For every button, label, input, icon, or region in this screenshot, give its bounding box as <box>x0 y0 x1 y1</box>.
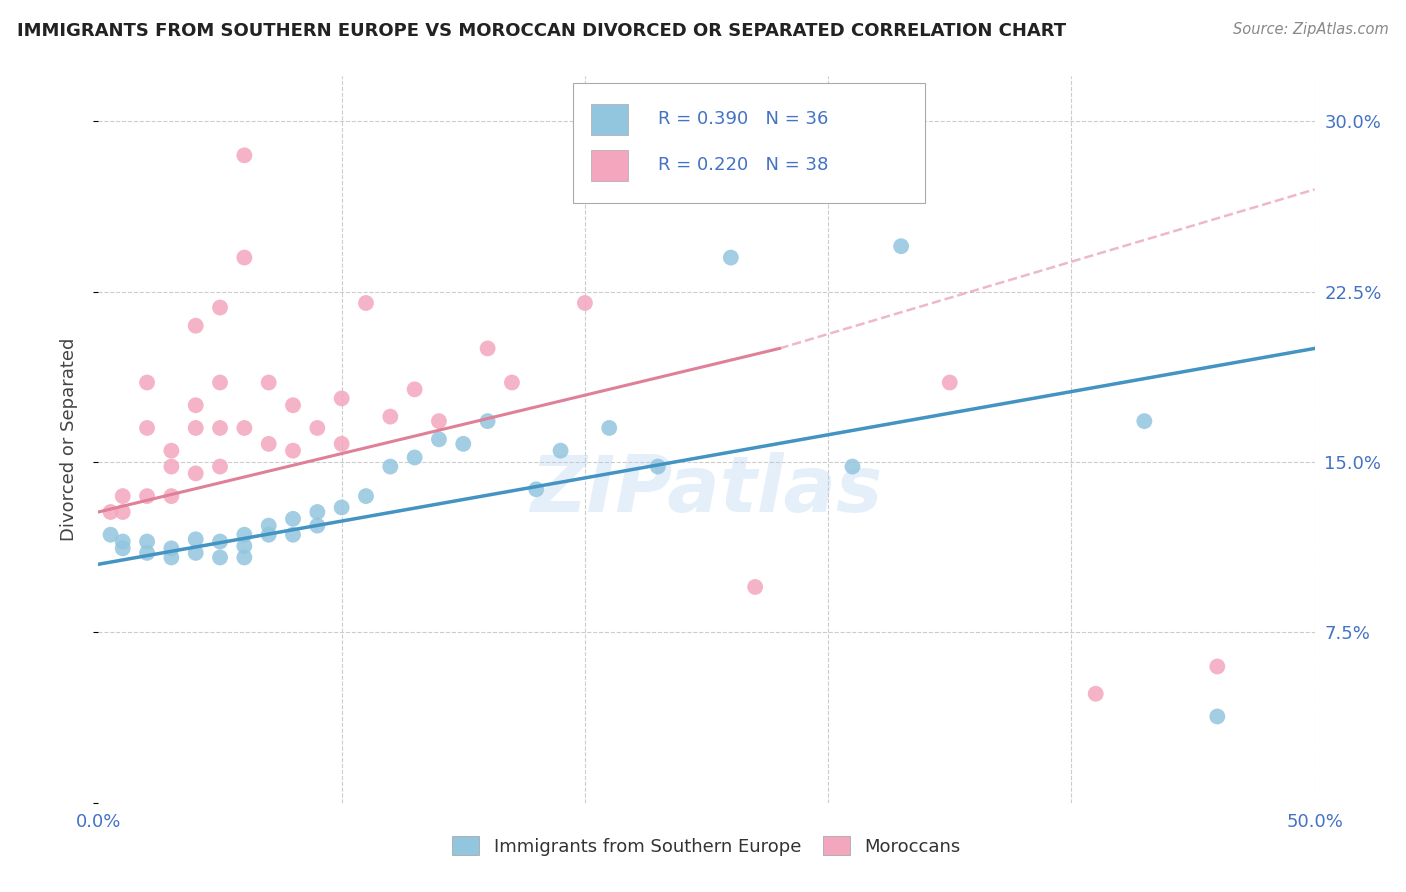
Point <box>233 148 256 162</box>
Point <box>404 382 426 396</box>
Y-axis label: Divorced or Separated: Divorced or Separated <box>59 338 77 541</box>
Point <box>209 459 232 474</box>
Text: ZIPatlas: ZIPatlas <box>530 452 883 528</box>
Point <box>136 489 159 503</box>
Point <box>1084 687 1107 701</box>
Point <box>233 527 256 541</box>
FancyBboxPatch shape <box>591 104 628 135</box>
Legend: Immigrants from Southern Europe, Moroccans: Immigrants from Southern Europe, Morocca… <box>446 829 967 863</box>
Text: R = 0.390   N = 36: R = 0.390 N = 36 <box>658 111 828 128</box>
Point <box>184 533 207 547</box>
Point <box>111 505 134 519</box>
Point <box>136 376 159 390</box>
Point <box>160 550 183 565</box>
Point <box>720 251 742 265</box>
Point <box>550 443 572 458</box>
Point <box>1206 709 1229 723</box>
Point <box>184 318 207 333</box>
Point <box>1133 414 1156 428</box>
Point <box>524 483 547 497</box>
Point <box>184 467 207 481</box>
Point <box>209 301 232 315</box>
Point <box>209 550 232 565</box>
Point <box>160 489 183 503</box>
Point <box>647 459 669 474</box>
Point <box>890 239 912 253</box>
Point <box>111 541 134 556</box>
Point <box>354 489 377 503</box>
Point <box>209 534 232 549</box>
Point <box>184 546 207 560</box>
Point <box>257 376 280 390</box>
Point <box>233 251 256 265</box>
Point <box>307 505 329 519</box>
Text: IMMIGRANTS FROM SOUTHERN EUROPE VS MOROCCAN DIVORCED OR SEPARATED CORRELATION CH: IMMIGRANTS FROM SOUTHERN EUROPE VS MOROC… <box>17 22 1066 40</box>
Point <box>281 527 304 541</box>
Text: Source: ZipAtlas.com: Source: ZipAtlas.com <box>1233 22 1389 37</box>
Point <box>330 392 353 406</box>
Point <box>233 539 256 553</box>
Point <box>380 459 402 474</box>
Point <box>330 500 353 515</box>
Point <box>184 398 207 412</box>
Point <box>136 546 159 560</box>
Point <box>233 550 256 565</box>
Point <box>233 421 256 435</box>
Point <box>281 398 304 412</box>
Point <box>427 414 450 428</box>
Point <box>100 505 122 519</box>
Point <box>404 450 426 465</box>
Point <box>136 421 159 435</box>
Point <box>477 342 499 356</box>
FancyBboxPatch shape <box>572 83 925 203</box>
Point <box>257 437 280 451</box>
Point <box>160 459 183 474</box>
Point <box>307 518 329 533</box>
Point <box>136 534 159 549</box>
Point <box>574 296 596 310</box>
Point <box>281 443 304 458</box>
Point <box>939 376 962 390</box>
Text: R = 0.220   N = 38: R = 0.220 N = 38 <box>658 156 828 174</box>
Point <box>330 437 353 451</box>
Point <box>841 459 863 474</box>
Point <box>100 527 122 541</box>
Point <box>209 421 232 435</box>
Point <box>111 534 134 549</box>
Point <box>380 409 402 424</box>
Point <box>257 518 280 533</box>
Point <box>354 296 377 310</box>
Point <box>477 414 499 428</box>
Point <box>453 437 475 451</box>
Point <box>209 376 232 390</box>
Point <box>598 421 620 435</box>
FancyBboxPatch shape <box>591 150 628 180</box>
Point <box>184 421 207 435</box>
Point <box>160 443 183 458</box>
Point <box>257 527 280 541</box>
Point <box>160 541 183 556</box>
Point <box>281 512 304 526</box>
Point <box>427 432 450 446</box>
Point <box>111 489 134 503</box>
Point <box>744 580 766 594</box>
Point <box>307 421 329 435</box>
Point <box>1206 659 1229 673</box>
Point <box>501 376 523 390</box>
